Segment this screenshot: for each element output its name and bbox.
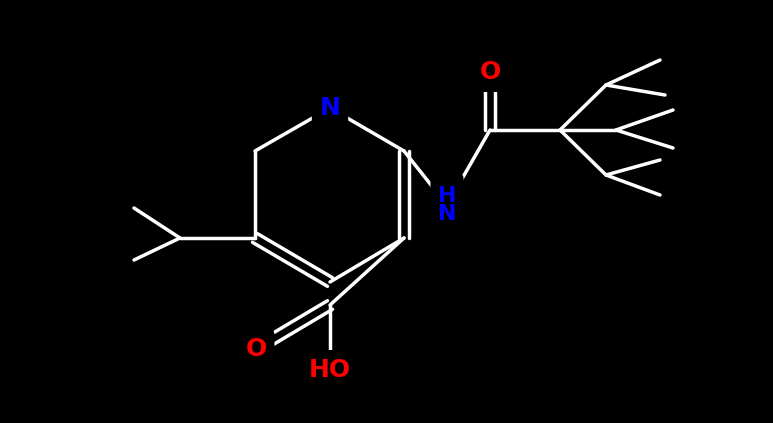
Text: N: N (317, 93, 342, 123)
Text: O: O (479, 60, 501, 84)
Text: H
N: H N (438, 186, 456, 224)
Text: O: O (477, 58, 503, 86)
Text: H
N: H N (435, 179, 458, 231)
Text: HO: HO (309, 358, 351, 382)
Text: O: O (245, 337, 267, 361)
Text: HO: HO (305, 355, 356, 385)
Text: O: O (243, 335, 269, 363)
Text: N: N (319, 96, 340, 120)
